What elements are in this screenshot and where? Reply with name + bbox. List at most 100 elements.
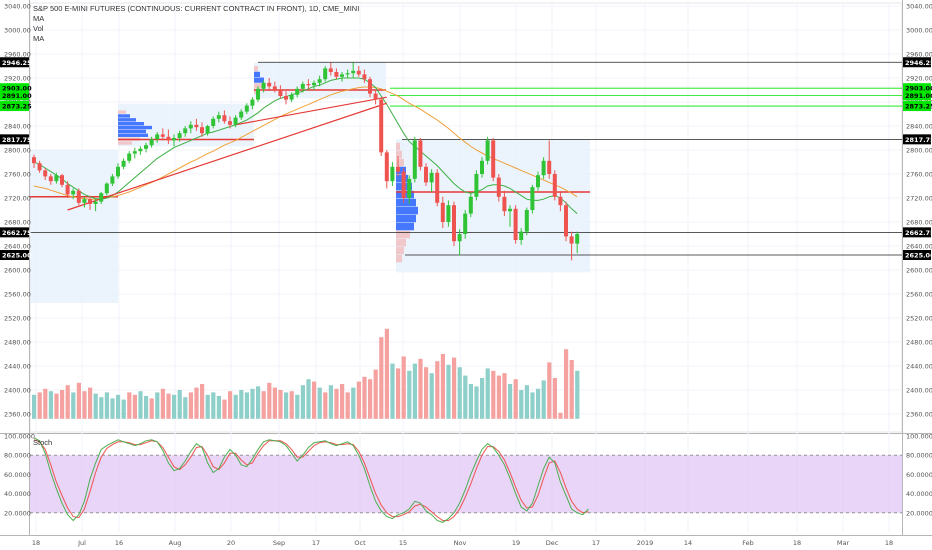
candle-body xyxy=(457,234,462,242)
price-flag-right xyxy=(903,57,931,68)
volume-bar xyxy=(541,380,546,419)
stoch-label: Stoch xyxy=(33,438,53,447)
candle-body xyxy=(401,171,406,198)
volume-bar xyxy=(233,394,238,419)
price-flag-right-label: 2903.00 xyxy=(905,85,932,93)
candle-body xyxy=(138,148,143,152)
candle-body xyxy=(99,193,104,202)
volume-bar xyxy=(267,382,272,419)
legend-ma-2: MA xyxy=(33,34,45,43)
candle-body xyxy=(267,82,272,87)
volume-bar xyxy=(37,392,42,419)
legend-title: S&P 500 E-MINI FUTURES (CONTINUOUS: CURR… xyxy=(33,4,360,13)
candle-body xyxy=(373,93,378,100)
candle-body xyxy=(93,201,98,204)
candle-body xyxy=(306,84,311,86)
price-flag-left-label: 2946.25 xyxy=(2,59,32,67)
price-tick-label-right: 2720.00 xyxy=(906,195,932,203)
stoch-tick-label-right: 60.0000 xyxy=(906,471,932,479)
volume-bar xyxy=(250,388,255,419)
volume-bar xyxy=(65,385,70,419)
volume-bar xyxy=(440,354,445,419)
price-tick-label-left: 2680.00 xyxy=(4,219,31,227)
volume-bar xyxy=(99,397,104,419)
volume-bar xyxy=(228,391,233,419)
volume-bar xyxy=(334,388,339,419)
candle-body xyxy=(110,176,115,184)
volume-bar xyxy=(48,391,53,419)
candle-body xyxy=(558,196,563,206)
price-flag-right-label: 2873.25 xyxy=(905,103,932,111)
price-flag-right-label: 2817.75 xyxy=(905,136,932,144)
price-flag-left-label: 2903.00 xyxy=(2,85,32,93)
candle-body xyxy=(244,105,249,112)
price-flag-left xyxy=(0,90,29,101)
volume-bar xyxy=(93,393,98,419)
volume-bar xyxy=(222,399,227,419)
candle-body xyxy=(104,183,109,194)
volume-bars xyxy=(32,328,580,419)
candle-body xyxy=(513,208,518,240)
profile-histogram-bar xyxy=(254,66,258,72)
stochastic-pane xyxy=(30,437,902,523)
volume-bar xyxy=(60,390,65,419)
candle-body xyxy=(575,234,580,244)
price-tick-label-right: 2360.00 xyxy=(906,411,932,419)
time-tick-label: 17 xyxy=(312,539,320,547)
candle-body xyxy=(351,70,356,74)
candle-body xyxy=(502,196,507,212)
price-flag-right xyxy=(903,250,931,260)
candle-body xyxy=(183,128,188,134)
price-tick-label-left: 2520.00 xyxy=(4,315,31,323)
candle-body xyxy=(160,134,165,137)
candlesticks xyxy=(32,62,580,261)
volume-bar xyxy=(513,379,518,419)
profile-histogram-bar xyxy=(118,125,152,130)
volume-bar xyxy=(284,392,289,419)
candle-body xyxy=(496,177,501,197)
price-tick-label-right: 2440.00 xyxy=(906,363,932,371)
volume-bar xyxy=(491,370,496,419)
candle-body xyxy=(250,99,255,106)
profile-histogram-bar xyxy=(396,254,402,263)
volume-bar xyxy=(149,398,154,419)
candle-body xyxy=(379,99,384,153)
volume-bar xyxy=(424,367,429,419)
candle-body xyxy=(334,72,339,77)
candle-body xyxy=(82,199,87,203)
candle-body xyxy=(424,166,428,183)
candle-body xyxy=(468,196,473,214)
volume-bar xyxy=(552,378,557,419)
candle-body xyxy=(295,88,300,95)
volume-bar xyxy=(407,370,412,419)
volume-bar xyxy=(216,396,221,419)
volume-bar xyxy=(166,393,171,419)
candle-body xyxy=(312,82,316,86)
price-flag-right xyxy=(903,83,931,94)
candle-body xyxy=(278,90,283,96)
volume-bar xyxy=(43,388,48,419)
candle-body xyxy=(228,121,232,125)
candle-body xyxy=(328,68,333,72)
volume-bar xyxy=(317,387,322,419)
volume-bar xyxy=(261,391,266,419)
candle-body xyxy=(435,172,440,203)
time-tick-label: Feb xyxy=(742,539,754,547)
time-tick-label: 14 xyxy=(684,539,692,547)
profile-histogram-bar xyxy=(118,122,144,126)
volume-bar xyxy=(558,412,563,419)
candle-body xyxy=(323,68,328,80)
price-tick-label-left: 2760.00 xyxy=(4,171,31,179)
candle-body xyxy=(256,88,260,100)
candle-body xyxy=(418,140,423,167)
price-flag-left-label: 2873.25 xyxy=(2,103,32,111)
price-flag-left xyxy=(0,101,29,112)
volume-bar xyxy=(244,392,249,419)
horizontal-levels xyxy=(30,61,902,256)
price-flag-left xyxy=(0,227,29,238)
stoch-tick-label-left: 40.0000 xyxy=(4,490,31,498)
profile-histogram-bar xyxy=(254,77,264,83)
candle-body xyxy=(429,172,434,183)
price-tick-label-left: 2400.00 xyxy=(4,387,31,395)
stoch-band xyxy=(30,455,902,513)
